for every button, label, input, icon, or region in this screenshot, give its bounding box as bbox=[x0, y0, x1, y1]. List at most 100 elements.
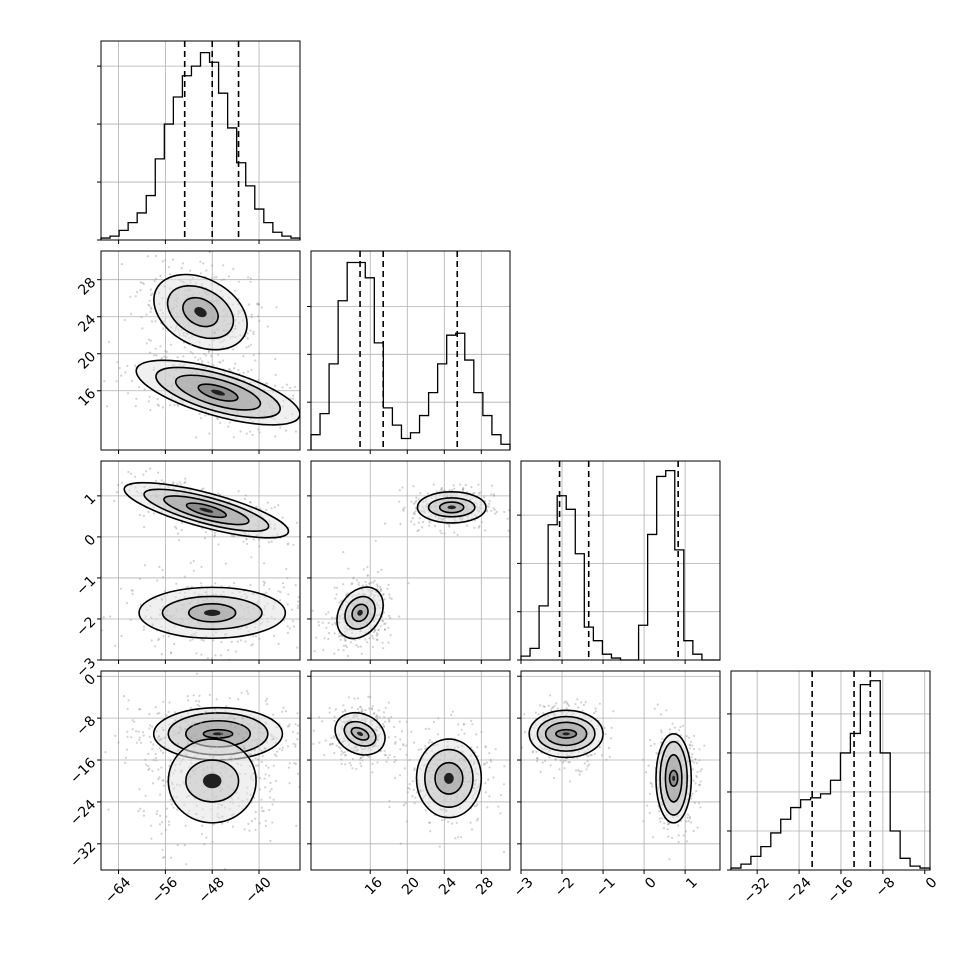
sample-point bbox=[338, 601, 341, 604]
sample-point bbox=[154, 320, 157, 323]
sample-point bbox=[182, 262, 185, 265]
sample-point bbox=[294, 743, 297, 746]
sample-point bbox=[149, 339, 152, 342]
sample-point bbox=[201, 824, 204, 827]
sample-point bbox=[230, 723, 233, 727]
sample-point bbox=[145, 342, 148, 345]
sample-point bbox=[489, 758, 492, 761]
sample-point bbox=[214, 654, 217, 657]
sample-point bbox=[251, 643, 254, 646]
sample-point bbox=[134, 730, 138, 733]
sample-point bbox=[376, 718, 379, 721]
sample-point bbox=[424, 744, 427, 747]
sample-point bbox=[234, 362, 237, 365]
sample-point bbox=[252, 332, 255, 335]
sample-point bbox=[653, 707, 656, 710]
sample-point bbox=[461, 489, 464, 492]
sample-point bbox=[217, 736, 221, 739]
sample-point bbox=[157, 638, 160, 642]
density-contour bbox=[668, 769, 679, 788]
sample-point bbox=[379, 588, 382, 592]
sample-point bbox=[440, 532, 443, 535]
sample-point bbox=[302, 613, 304, 615]
sample-point bbox=[137, 809, 140, 813]
density-peak bbox=[562, 732, 570, 736]
sample-point bbox=[435, 490, 438, 493]
sample-point bbox=[428, 524, 431, 527]
sample-point bbox=[219, 361, 222, 364]
sample-point bbox=[486, 510, 489, 513]
sample-point bbox=[245, 731, 248, 734]
sample-point bbox=[91, 634, 93, 636]
x-tick-label: −1 bbox=[593, 874, 619, 900]
sample-point bbox=[662, 827, 666, 830]
sample-point bbox=[119, 587, 122, 590]
sample-point bbox=[487, 505, 490, 508]
sample-point bbox=[163, 745, 167, 748]
sample-point bbox=[357, 581, 360, 584]
sample-point bbox=[564, 759, 567, 762]
sample-point bbox=[351, 582, 354, 585]
scatter-panel-3-4 bbox=[517, 670, 721, 874]
sample-point bbox=[457, 723, 460, 726]
sample-point bbox=[383, 628, 386, 631]
sample-point bbox=[302, 638, 304, 640]
sample-point bbox=[698, 783, 701, 787]
sample-point bbox=[359, 756, 362, 760]
sample-point bbox=[274, 780, 277, 783]
sample-point bbox=[317, 620, 320, 624]
sample-point bbox=[312, 524, 314, 526]
panel-frame bbox=[100, 40, 301, 241]
sample-point bbox=[456, 533, 459, 537]
y-tick-label: 28 bbox=[75, 275, 99, 299]
sample-point bbox=[540, 799, 542, 801]
sample-point bbox=[143, 525, 146, 529]
density-contour bbox=[427, 497, 476, 518]
sample-point bbox=[154, 645, 157, 648]
sample-point bbox=[272, 737, 275, 741]
sample-point bbox=[365, 584, 368, 587]
sample-point bbox=[399, 738, 402, 741]
sample-point bbox=[265, 508, 268, 511]
sample-point bbox=[389, 616, 392, 620]
sample-point bbox=[168, 266, 171, 269]
sample-point bbox=[292, 730, 295, 733]
sample-point bbox=[149, 467, 152, 470]
sample-point bbox=[257, 303, 260, 306]
sample-point bbox=[667, 835, 670, 838]
sample-point bbox=[360, 708, 364, 711]
sample-point bbox=[115, 491, 119, 494]
sample-point bbox=[325, 411, 327, 413]
sample-point bbox=[553, 776, 556, 780]
sample-point bbox=[258, 545, 261, 548]
sample-point bbox=[700, 768, 703, 771]
sample-point bbox=[428, 739, 431, 742]
sample-point bbox=[335, 586, 339, 589]
density-contour bbox=[416, 490, 487, 524]
sample-point bbox=[147, 765, 150, 768]
sample-point bbox=[126, 392, 130, 395]
sample-point bbox=[380, 749, 383, 753]
sample-point bbox=[610, 737, 613, 740]
sample-point bbox=[297, 596, 300, 599]
x-tick-label: −16 bbox=[824, 874, 856, 906]
sample-point bbox=[377, 709, 380, 712]
sample-point bbox=[343, 754, 347, 757]
sample-point bbox=[281, 386, 284, 389]
sample-point bbox=[689, 740, 693, 743]
sample-point bbox=[155, 812, 158, 816]
sample-point bbox=[255, 505, 258, 509]
density-contour bbox=[544, 721, 588, 747]
histogram-panel-2 bbox=[307, 250, 511, 454]
sample-point bbox=[421, 526, 424, 529]
sample-point bbox=[233, 881, 235, 883]
sample-point bbox=[388, 720, 391, 723]
sample-point bbox=[195, 436, 198, 439]
sample-point bbox=[450, 713, 453, 717]
sample-point bbox=[260, 760, 263, 764]
sample-point bbox=[268, 790, 272, 793]
sample-point bbox=[577, 769, 580, 772]
sample-point bbox=[220, 732, 223, 735]
sample-point bbox=[273, 506, 276, 509]
sample-point bbox=[261, 755, 264, 758]
